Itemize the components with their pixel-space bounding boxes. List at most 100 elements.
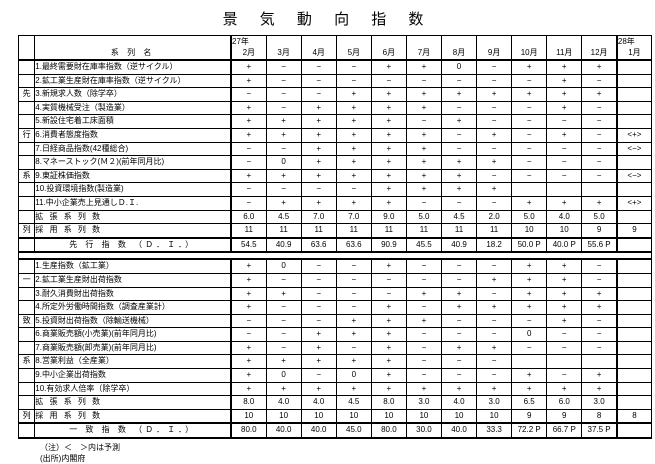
cell-value: 3.0 — [405, 395, 442, 410]
cell-value: − — [581, 127, 618, 143]
cell-value: − — [300, 58, 337, 75]
cell-value: + — [511, 368, 548, 383]
cell-value: − — [581, 327, 618, 342]
di-summary-row: 一 致 指 数 （Ｄ．Ｉ．） 80.0 40.0 40.0 45.0 80.0 30.0 40… — [17, 422, 652, 440]
page-title: 景 気 動 向 指 数 — [222, 11, 433, 28]
cell-value: − — [335, 340, 372, 356]
header-month-1: 2月 — [230, 47, 267, 61]
header-month-top-1 — [265, 35, 302, 47]
series-label: 拡 張 系 列 数 — [34, 209, 232, 225]
cell-value: + — [476, 155, 513, 170]
cell-value: − — [546, 327, 583, 342]
cell-value: 6.5 — [511, 395, 548, 410]
cell-value: − — [476, 327, 513, 342]
table-row: 11.中小企業売上見通しＤ.Ｉ. − + + + + − − − + + + <+> — [17, 195, 652, 211]
cell-forecast — [615, 258, 652, 274]
table-row: 3.耐久消費財出荷指数 + + − − − + + − + + + — [17, 286, 652, 302]
notes-block: （注）＜ ＞内は予測 (出所)内閣府 — [40, 442, 655, 464]
cell-value: + — [230, 114, 267, 129]
cell-value: 10 — [511, 223, 548, 239]
cell-value: − — [300, 368, 337, 383]
cell-value: − — [581, 272, 618, 288]
cell-value: − — [405, 195, 442, 211]
cell-value: − — [265, 100, 302, 116]
cell-forecast — [615, 114, 652, 129]
group-label-blank — [17, 381, 36, 397]
cell-value: − — [581, 141, 618, 157]
page-root: 景 気 動 向 指 数 27年 28年系 列 名 2月 3月 4月 5月 6月 7月 8月 9月 1… — [17, 11, 652, 463]
cell-value: + — [581, 368, 618, 383]
cell-value: − — [265, 182, 302, 197]
di-value: 40.9 — [440, 237, 478, 254]
cell-value: + — [370, 313, 407, 329]
header-month-top-7 — [476, 35, 513, 47]
cell-value: + — [335, 327, 372, 342]
header-month-top-3 — [335, 35, 372, 47]
cell-value: − — [405, 354, 442, 370]
di-value: 30.0 — [405, 422, 442, 440]
cell-value: + — [335, 100, 372, 116]
cell-value — [581, 354, 618, 370]
cell-value: + — [546, 100, 583, 116]
cell-forecast — [615, 327, 652, 342]
cell-value: 10 — [230, 408, 267, 425]
cell-value: − — [265, 73, 302, 89]
table-row: 拡 張 系 列 数 6.0 4.5 7.0 7.0 9.0 5.0 4.5 2.0 5.0 4.0 5… — [17, 209, 652, 225]
cell-value: + — [300, 114, 337, 129]
cell-value: 9.0 — [370, 209, 407, 225]
series-label: 6.消費者態度指数 — [34, 127, 232, 143]
cell-value: + — [370, 182, 407, 197]
table-row: 行 6.消費者態度指数 + + + + + + − + − + − <+> — [17, 127, 652, 143]
cell-value: + — [546, 300, 583, 315]
cell-value: − — [476, 286, 513, 302]
series-label: 11.中小企業売上見通しＤ.Ｉ. — [34, 195, 232, 211]
note-source: (出所)内閣府 — [40, 454, 86, 464]
cell-value: − — [300, 286, 337, 302]
cell-forecast — [615, 368, 652, 383]
cell-value: + — [511, 58, 548, 75]
cell-value: + — [405, 100, 442, 116]
cell-value: 11 — [300, 223, 337, 239]
cell-value: 11 — [265, 223, 302, 239]
cell-value: + — [335, 155, 372, 170]
cell-value — [546, 354, 583, 370]
series-label: 採 用 系 列 数 — [34, 408, 232, 425]
di-value: 90.9 — [370, 237, 407, 254]
cell-value: + — [335, 381, 372, 397]
cell-value: − — [300, 272, 337, 288]
di-value: 63.6 — [300, 237, 337, 254]
cell-value: + — [370, 381, 407, 397]
cell-value — [546, 182, 583, 197]
cell-value: 0 — [265, 368, 302, 383]
group-label-blank — [17, 286, 36, 302]
group-label-行: 行 — [17, 127, 36, 143]
header-forecast-month: 1月 — [615, 47, 652, 61]
cell-value: − — [405, 272, 442, 288]
cell-value: + — [370, 258, 407, 274]
group-label-系: 系 — [17, 354, 36, 370]
header-month-10: 11月 — [546, 47, 583, 61]
table-row: 系 8.営業利益（全産業） + + + + + − − − — [17, 354, 652, 370]
cell-value: − — [440, 272, 478, 288]
cell-value: − — [230, 195, 267, 211]
di-value: 50.0 P — [511, 237, 548, 254]
cell-value: − — [335, 258, 372, 274]
cell-value: − — [230, 182, 267, 197]
cell-value: + — [511, 258, 548, 274]
cell-value: − — [265, 313, 302, 329]
cell-value: 7.0 — [335, 209, 372, 225]
table-row: 5.新設住宅着工床面積 + + + + + − + − − − − — [17, 114, 652, 129]
cell-value: − — [440, 195, 478, 211]
header-month-8: 9月 — [476, 47, 513, 61]
di-value: 37.5 P — [581, 422, 618, 440]
group-label-blank — [17, 155, 36, 170]
cell-value: − — [440, 127, 478, 143]
cell-value: + — [440, 114, 478, 129]
cell-value: + — [300, 354, 337, 370]
cell-value: 11 — [335, 223, 372, 239]
cell-forecast: <−> — [615, 141, 652, 157]
cell-value: − — [335, 286, 372, 302]
group-label-blank — [17, 300, 36, 315]
cell-forecast — [615, 313, 652, 329]
group-label-blank — [17, 182, 36, 197]
